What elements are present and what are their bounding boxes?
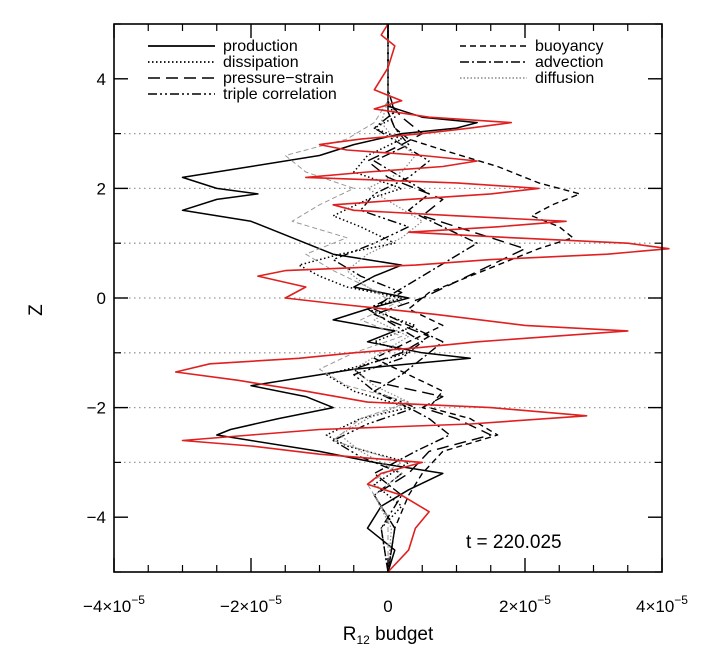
series-line-5 [373,24,581,573]
x-tick-label-3: 2×10−5 [499,593,551,616]
x-axis-label: R12 budget [343,624,434,647]
y-tick-label-1: −2 [87,399,106,418]
axis-ticks: −4×10−5 −2×10−5 0 2×10−5 4×10−5 −4 −2 0 2 4 [83,23,688,616]
series-line-7 [339,24,423,573]
legend-label-7: diffusion [535,70,594,87]
y-tick-label-3: 2 [97,179,106,198]
legend-label-2: dissipation [223,54,299,71]
series-line-2 [298,24,417,573]
series-line-1 [181,24,478,573]
series-layer [174,23,670,573]
series-line-8 [284,24,410,572]
series-line-6 [373,24,478,573]
series-line-9 [174,23,670,573]
gridlines [114,132,662,464]
series-line-4 [332,24,430,573]
x-tick-label-2: 0 [383,597,392,616]
y-tick-label-4: 4 [97,70,106,89]
x-axis-label-rest: budget [370,624,434,645]
legend-label-5: buoyancy [535,38,604,55]
x-tick-label-1: −2×10−5 [220,593,282,616]
x-axis-label-main: R [343,624,357,645]
legend-label-3: pressure−strain [223,70,334,87]
legend: productiondissipationpressure−straintrip… [148,38,604,103]
legend-label-1: production [223,38,298,55]
y-tick-label-0: −4 [87,508,106,527]
x-tick-label-4: 4×10−5 [636,593,688,616]
legend-label-6: advection [535,54,604,71]
y-tick-label-2: 0 [97,289,106,308]
x-axis-label-sub: 12 [356,633,370,647]
time-annotation: t = 220.025 [466,532,562,553]
x-tick-label-0: −4×10−5 [83,593,145,616]
legend-label-4: triple correlation [223,86,337,103]
y-axis-label: Z [26,304,47,316]
